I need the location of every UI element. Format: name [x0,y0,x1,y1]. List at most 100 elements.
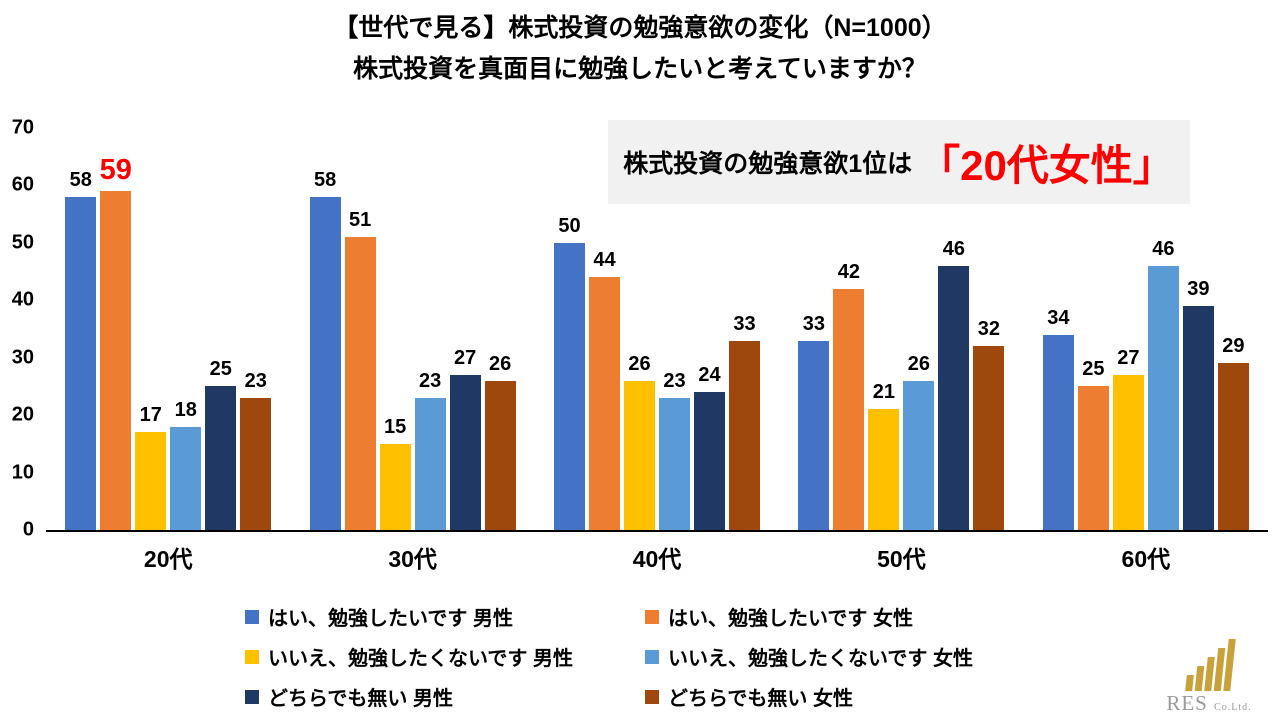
x-axis-label: 50代 [877,546,926,572]
legend-item: どちらでも無い 男性 [245,682,645,711]
legend-label: はい、勉強したいです 男性 [268,608,513,630]
bar: 51 [344,209,376,530]
bar-value-label: 25 [209,358,232,381]
bar-value-label: 51 [348,209,372,232]
legend-swatch [245,609,259,624]
bar-value-label: 32 [977,318,1001,341]
y-axis-tick: 30 [11,346,34,369]
res-logo: RES Co.Ltd. [1154,639,1264,716]
bar: 58 [65,169,97,530]
bar: 46 [938,238,970,530]
bar-group: 34 25 27 46 39 29 [1024,128,1268,530]
bar-value-label: 21 [872,381,896,404]
bar: 25 [1077,358,1109,530]
y-axis-tick: 20 [11,403,34,426]
bar-value-label: 29 [1222,335,1245,358]
bar: 44 [589,249,621,530]
y-axis-tick: 40 [11,288,34,311]
bar-value-label: 39 [1187,278,1210,301]
legend-swatch [645,689,659,704]
legend-swatch [645,609,659,624]
bar: 23 [240,370,272,530]
bar-value-label: 58 [69,168,92,191]
bar: 15 [379,416,411,530]
legend: はい、勉強したいです 男性 はい、勉強したいです 女性 いいえ、勉強したくないです … [245,602,1065,711]
bar-value-label: 44 [593,249,616,272]
bar-value-label: 59 [99,154,132,187]
logo-bar-icon [1222,639,1236,691]
bar-value-label: 58 [313,168,337,191]
bar: 23 [414,370,446,530]
bar: 24 [694,364,726,530]
x-axis-label: 40代 [632,546,682,572]
bar: 32 [973,318,1005,530]
bar: 29 [1217,335,1249,530]
bar-value-label: 24 [698,364,721,387]
bar: 26 [903,353,935,530]
y-axis-tick: 50 [11,231,34,254]
logo-text: RES Co.Ltd. [1154,691,1264,716]
logo-bar-icon [1203,657,1215,691]
annotation-text: 株式投資の勉強意欲1位は [623,150,913,178]
legend-label: どちらでも無い 男性 [268,688,453,710]
chart-title: 【世代で見る】株式投資の勉強意欲の変化（N=1000） [333,14,947,42]
logo-bars-icon [1154,639,1264,691]
x-axis-label: 20代 [143,546,193,572]
annotation-highlight: 「20代女性」 [918,141,1175,189]
bar: 27 [1112,347,1144,530]
legend-label: どちらでも無い 女性 [668,688,853,710]
bar-value-label: 34 [1047,306,1070,329]
legend-item: はい、勉強したいです 男性 [245,602,645,631]
bar-value-label: 15 [383,415,407,438]
bar: 23 [659,370,691,530]
bar: 33 [798,313,830,530]
x-axis: 20代 30代 40代 50代 60代 [46,540,1268,574]
bar-value-label: 18 [174,398,197,421]
chart-subtitle: 株式投資を真面目に勉強したいと考えていますか？ [353,54,927,83]
annotation-box: 株式投資の勉強意欲1位は 「20代女性」 [608,120,1190,204]
plot-area: 58 59 17 18 25 23 58 51 15 23 27 26 50 44 26 23 24 33 33 42… [46,128,1268,532]
bar: 18 [170,399,202,530]
bar-value-label: 23 [663,369,686,392]
bar-value-label: 26 [628,352,651,375]
y-axis-tick: 10 [11,461,34,484]
x-axis-label: 30代 [388,546,437,572]
bar: 21 [868,381,900,530]
bar-value-label: 27 [453,346,477,369]
bar-group: 50 44 26 23 24 33 [535,128,779,530]
logo-bar-icon [1194,666,1204,691]
logo-name: RES [1166,691,1208,715]
bar: 17 [135,404,167,530]
legend-label: いいえ、勉強したくないです 男性 [268,648,573,670]
bar: 58 [309,169,341,530]
bar-value-label: 26 [907,352,931,375]
bar: 59 [100,154,132,530]
bar-group: 58 59 17 18 25 23 [46,128,290,530]
bar: 33 [729,313,761,530]
bar-group: 58 51 15 23 27 26 [290,128,534,530]
legend-swatch [245,689,259,704]
y-axis-tick: 70 [11,116,34,139]
legend-swatch [245,649,259,664]
y-axis: 0 10 20 30 40 50 60 70 [0,117,38,541]
bar-group: 33 42 21 26 46 32 [779,128,1023,530]
bar-value-label: 42 [837,260,861,283]
bar: 27 [449,347,481,530]
bar: 26 [624,353,656,530]
bar: 25 [205,358,237,530]
bar-value-label: 23 [244,369,267,392]
bar-value-label: 46 [942,237,966,260]
bar-value-label: 23 [418,369,442,392]
legend-label: いいえ、勉強したくないです 女性 [668,648,973,670]
logo-suffix: Co.Ltd. [1214,702,1252,713]
bar: 42 [833,261,865,530]
legend-swatch [645,649,659,664]
x-axis-label: 60代 [1121,546,1171,572]
y-axis-tick: 0 [22,518,34,541]
bar-value-label: 25 [1082,358,1105,381]
logo-bar-icon [1184,675,1194,691]
bar-value-label: 17 [139,404,162,427]
bar: 34 [1042,307,1074,530]
bar: 46 [1147,238,1179,530]
bar-value-label: 27 [1117,346,1140,369]
